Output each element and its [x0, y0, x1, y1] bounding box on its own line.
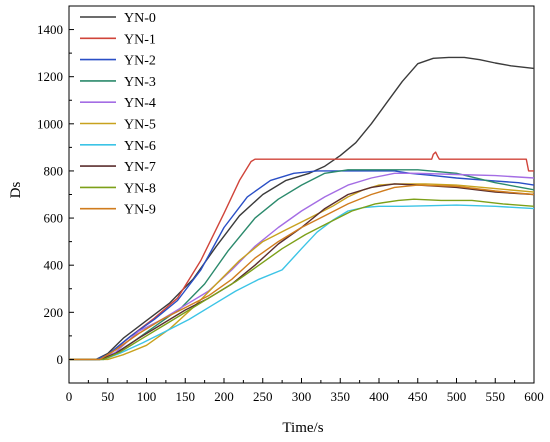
- legend: YN-0 YN-1 YN-2 YN-3 YN-4 YN-5 YN-6 YN-7 YN-8 YN-9: [80, 11, 156, 218]
- x-tick-label: 250: [253, 389, 273, 404]
- x-tick-label: 300: [292, 389, 312, 404]
- series-line-yn-4: [69, 172, 535, 361]
- x-tick-label: 100: [137, 389, 157, 404]
- x-tick-label: 350: [331, 389, 351, 404]
- y-tick-label: 400: [44, 258, 64, 273]
- x-tick-label: 550: [486, 389, 506, 404]
- legend-label-yn-8: YN-8: [124, 181, 156, 196]
- series-line-yn-2: [69, 170, 535, 361]
- x-tick-label: 50: [101, 389, 114, 404]
- y-tick-label: 600: [44, 211, 64, 226]
- series-layer: [69, 56, 535, 361]
- x-tick-label: 150: [176, 389, 196, 404]
- x-tick-label: 0: [66, 389, 73, 404]
- y-axis-ticks: 0 200 400 600 800 1000 1200 1400: [37, 22, 74, 367]
- x-tick-label: 600: [524, 389, 544, 404]
- series-line-yn-0: [69, 56, 535, 361]
- y-tick-label: 800: [44, 163, 64, 178]
- x-tick-label: 500: [447, 389, 467, 404]
- legend-label-yn-0: YN-0: [124, 11, 156, 26]
- legend-label-yn-6: YN-6: [124, 139, 156, 154]
- legend-label-yn-9: YN-9: [124, 203, 156, 218]
- series-line-yn-5: [69, 183, 535, 361]
- x-axis-ticks: 0 50 100 150 200 250 300 350 400 450 500 550 600: [66, 378, 544, 404]
- x-axis-title: Time/s: [282, 420, 323, 436]
- y-axis-title: Ds: [8, 182, 24, 199]
- legend-label-yn-4: YN-4: [124, 96, 156, 111]
- legend-label-yn-1: YN-1: [124, 32, 156, 47]
- series-line-yn-6: [69, 204, 535, 361]
- x-tick-label: 400: [369, 389, 389, 404]
- y-tick-label: 1200: [37, 69, 63, 84]
- y-tick-label: 1000: [37, 116, 63, 131]
- series-line-yn-8: [69, 198, 535, 361]
- y-tick-label: 200: [44, 305, 64, 320]
- x-tick-label: 200: [214, 389, 234, 404]
- legend-label-yn-7: YN-7: [124, 160, 156, 175]
- legend-label-yn-2: YN-2: [124, 54, 156, 69]
- x-tick-label: 450: [408, 389, 428, 404]
- legend-label-yn-3: YN-3: [124, 75, 156, 90]
- y-tick-label: 1400: [37, 22, 63, 37]
- y-tick-label: 0: [57, 352, 64, 367]
- legend-label-yn-5: YN-5: [124, 118, 156, 133]
- series-line-yn-9: [69, 184, 535, 361]
